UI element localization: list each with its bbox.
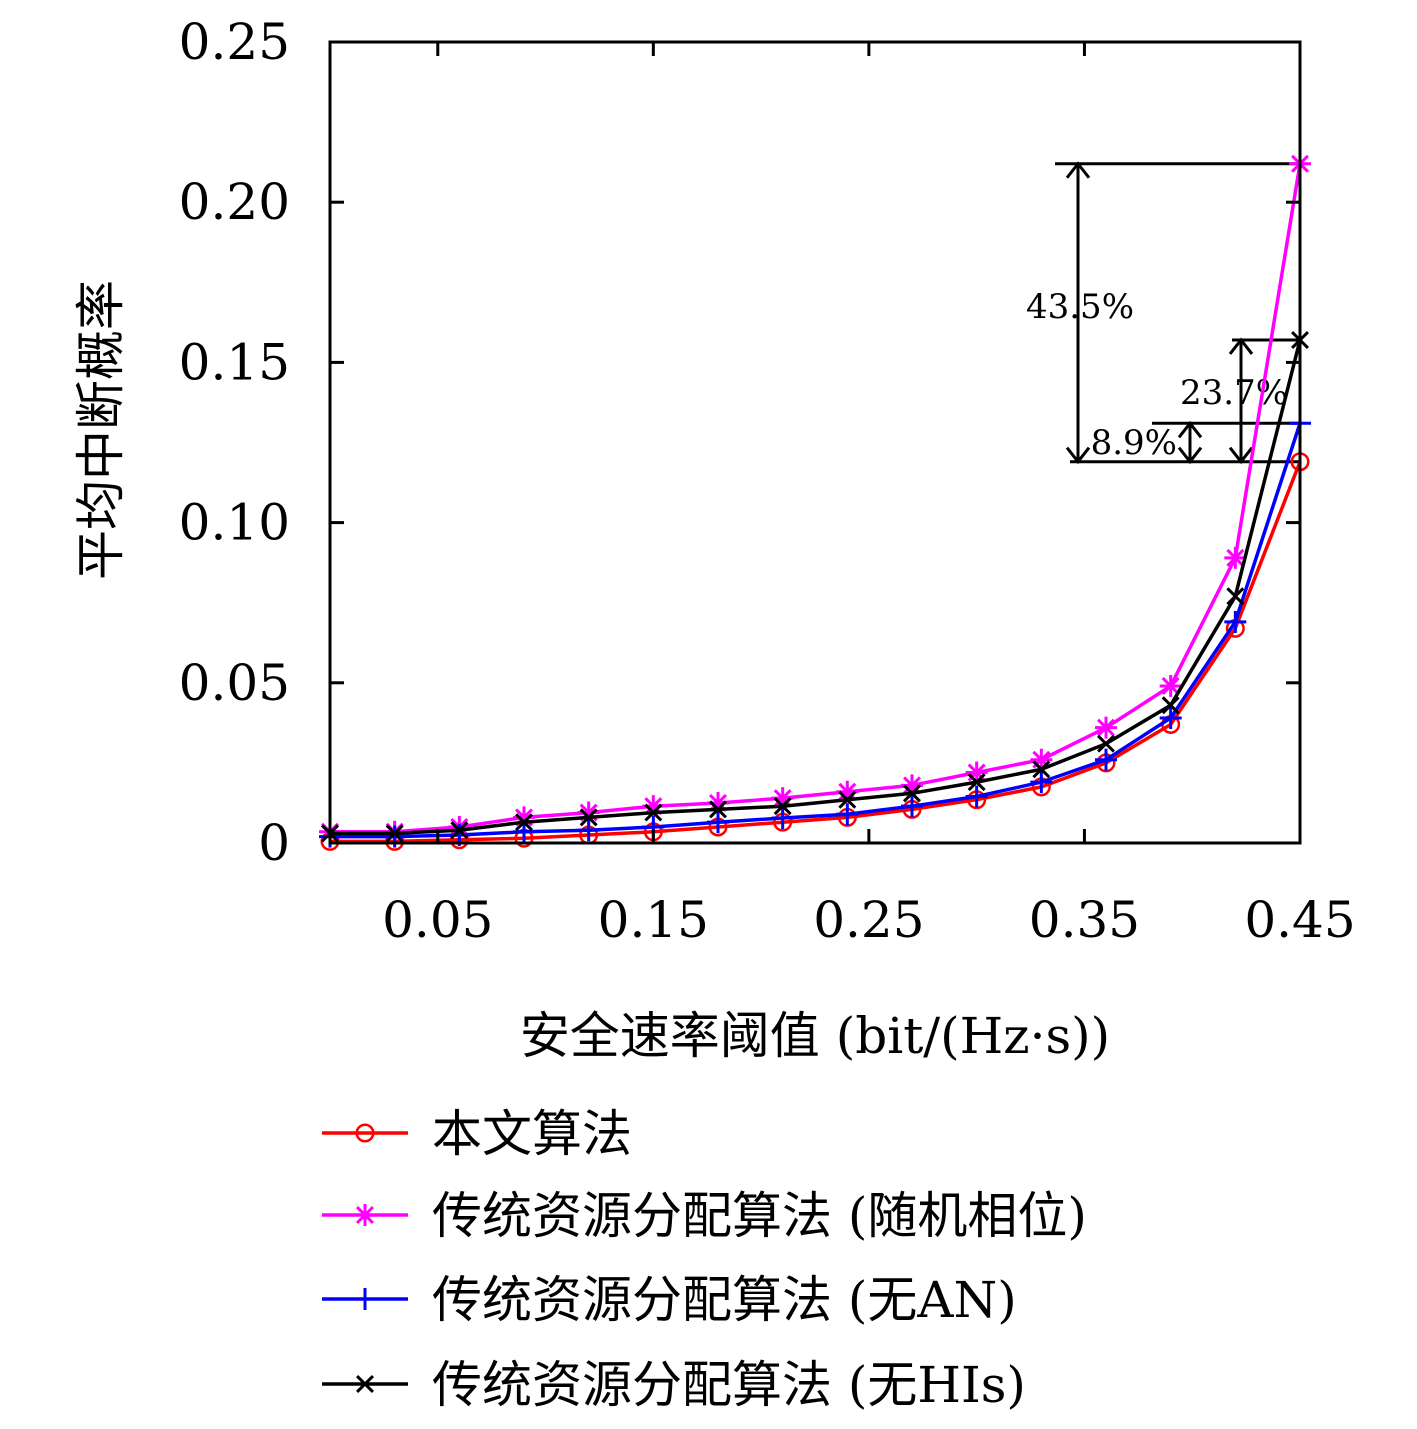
legend-marker xyxy=(356,1375,374,1393)
legend-marker xyxy=(354,1288,376,1310)
x-tick-label: 0.45 xyxy=(1244,891,1355,949)
data-point xyxy=(903,784,921,803)
x-axis-title: 安全速率阈值 (bit/(Hz·s)) xyxy=(520,1007,1110,1065)
data-point xyxy=(1159,707,1182,730)
x-tick-label: 0.35 xyxy=(1029,891,1140,949)
series-line xyxy=(330,461,1302,844)
x-tick-label: 0.15 xyxy=(598,891,709,949)
series-line xyxy=(330,422,1302,839)
annotations: 43.5% 23.7%8.9% xyxy=(1026,161,1300,465)
legend-item-3: 传统资源分配算法 (无HIs) xyxy=(322,1356,1026,1414)
y-tick-label: 0.05 xyxy=(179,654,290,712)
x-tick-label: 0.05 xyxy=(382,891,493,949)
series-3 xyxy=(321,330,1309,843)
data-point xyxy=(1224,546,1247,569)
data-point xyxy=(1226,587,1245,606)
legend-marker xyxy=(355,1123,375,1143)
data-point xyxy=(1097,734,1115,753)
annotation-0: 43.5% xyxy=(1026,161,1300,465)
x-tick-label: 0.25 xyxy=(813,891,924,949)
data-point xyxy=(838,790,857,809)
data-point xyxy=(709,800,727,819)
y-tick-label: 0.20 xyxy=(179,173,290,231)
annotation-2: 8.9% xyxy=(1091,420,1300,465)
y-tick-label: 0.15 xyxy=(179,333,290,391)
y-axis-title: 平均中断概率 xyxy=(72,280,130,580)
series-0 xyxy=(320,452,1310,851)
data-point xyxy=(967,773,986,792)
data-point xyxy=(385,824,404,843)
data-point xyxy=(577,819,600,842)
data-point xyxy=(773,797,792,816)
series-line xyxy=(330,163,1302,834)
y-tick-label: 0 xyxy=(258,814,290,872)
annotation-1: 23.7% xyxy=(1180,337,1300,465)
legend-label: 传统资源分配算法 (无HIs) xyxy=(432,1356,1026,1414)
data-point xyxy=(515,813,533,832)
y-tick-label: 0.10 xyxy=(179,494,290,552)
data-point xyxy=(1224,610,1247,633)
series-1 xyxy=(319,152,1311,843)
data-point xyxy=(1030,771,1053,794)
annotation-label: 23.7% xyxy=(1180,373,1288,413)
series-line xyxy=(330,339,1302,836)
data-point xyxy=(513,820,535,843)
data-point xyxy=(450,821,469,840)
y-tick-label: 0.25 xyxy=(179,13,290,71)
data-point xyxy=(707,811,729,834)
data-point xyxy=(965,785,988,808)
data-point xyxy=(1032,760,1051,779)
legend-marker xyxy=(354,1204,376,1226)
plot-frame xyxy=(328,40,1302,845)
data-point xyxy=(644,803,663,822)
data-point xyxy=(1159,675,1182,698)
legend-item-2: 传统资源分配算法 (无AN) xyxy=(322,1271,1017,1329)
legend-label: 传统资源分配算法 (无AN) xyxy=(432,1271,1017,1329)
axis-ticks: 0 0.05 0.10 0.15 0.20 0.25 0.05 0.15 0.25 0.35 0.4… xyxy=(179,13,1356,949)
data-point xyxy=(579,808,598,827)
legend-label: 传统资源分配算法 (随机相位) xyxy=(432,1187,1087,1245)
data-point xyxy=(1161,696,1180,715)
annotation-label: 43.5% xyxy=(1026,287,1134,327)
series-lines xyxy=(319,152,1311,851)
data-point xyxy=(901,795,923,818)
legend-label: 本文算法 xyxy=(432,1105,632,1163)
data-point xyxy=(771,807,794,830)
data-point xyxy=(836,803,859,826)
data-point xyxy=(1095,716,1117,739)
annotation-label: 8.9% xyxy=(1091,423,1177,463)
series-2 xyxy=(319,412,1311,848)
legend-item-1: 传统资源分配算法 (随机相位) xyxy=(322,1187,1087,1245)
data-point xyxy=(1095,748,1117,771)
legend-item-0: 本文算法 xyxy=(322,1105,632,1163)
